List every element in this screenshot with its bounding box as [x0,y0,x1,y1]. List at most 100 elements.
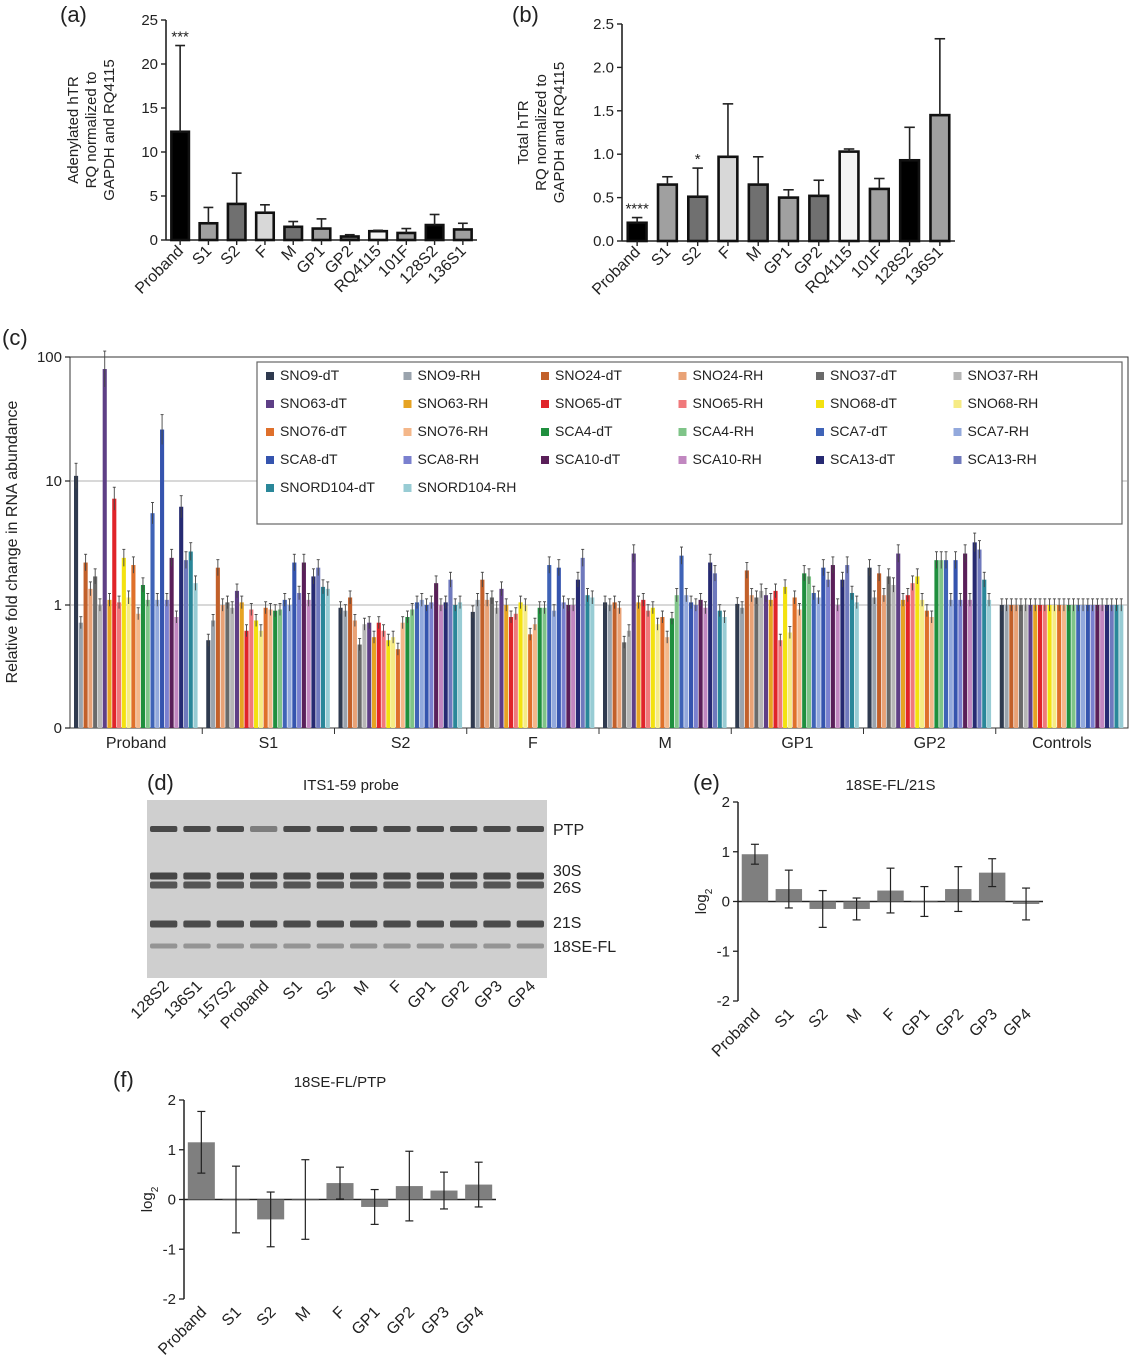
x-tick-label-e-M: M [844,1006,865,1027]
gel-band-d-128S2-PTP [150,826,178,832]
bar-c-GP1-SNO65-dT [773,590,778,728]
bar-c-GP2-SCA4-RH [939,560,944,728]
bar-c-S2-SNO76-dT [395,649,400,728]
legend-swatch-c-SNO76-RH [403,428,412,436]
gel-band-d-GP1-PTP [416,826,444,832]
y-axis-label-b: GAPDH and RQ4115 [551,62,568,203]
bar-c-S1-SNO37-RH [230,607,235,728]
bar-c-F-SCA7-RH [551,610,557,728]
bar-c-S1-SCA4-RH [277,609,283,728]
bar-c-Controls-SCA7-dT [1076,605,1081,728]
gel-band-d-F-30S [383,872,411,880]
bar-a-S2 [226,202,247,242]
legend-swatch-c-SCA10-RH [678,456,687,464]
y-tick-label-f: 2 [168,1092,176,1109]
bar-c-M-SCA8-RH [693,605,698,728]
bar-c-Proband-SNO9-RH [78,622,83,728]
gel-band-d-S1-30S [283,872,311,880]
legend-swatch-c-SNO24-RH [678,372,687,380]
bar-c-S1-SNO24-dT [215,567,220,728]
bar-c-GP1-SCA13-RH [845,565,850,728]
bar-b-RQ4115 [838,150,860,243]
y-axis-label-c: Relative fold change in RNA abundance [4,400,21,683]
bar-c-M-SNORD104-dT [717,610,722,728]
bar-c-Proband-SNO65-RH [117,602,122,728]
legend-label-c-SNO68-dT: SNO68-dT [830,395,897,411]
bar-c-F-SCA7-dT [547,565,552,728]
group-label-c-Controls: Controls [1032,735,1092,752]
bar-c-S1-SCA13-RH [316,567,321,728]
bar-c-Proband-SNO24-dT [83,562,88,728]
legend-label-c-SNO68-RH: SNO68-RH [968,395,1039,411]
bar-c-Controls-SNO37-dT [1018,605,1023,728]
bar-c-M-SNO9-RH [607,605,612,728]
gel-band-d-136S1-18SE-FL [183,943,211,949]
bar-b-M [747,183,769,243]
bar-a-GP2 [339,235,360,242]
lane-label-d-GP3: GP3 [471,978,506,1013]
bar-b-S1 [656,183,679,243]
legend-label-c-SNO63-RH: SNO63-RH [418,395,489,411]
lane-label-d-GP2: GP2 [438,978,473,1013]
gel-band-d-GP3-PTP [483,826,511,832]
bar-c-M-SNO63-dT [631,553,636,728]
bar-a-M [283,225,304,242]
legend-label-c-SNORD104-dT: SNORD104-dT [280,479,375,495]
bar-c-S2-SCA8-dT [424,605,429,728]
bar-b-136S1 [929,113,951,243]
legend-label-c-SNO37-RH: SNO37-RH [968,367,1039,383]
bar-c-GP1-SNO24-RH [749,595,754,728]
bar-c-GP1-SNO76-dT [792,597,797,728]
bar-c-F-SNO76-dT [528,634,533,728]
bar-c-M-SNO65-dT [641,599,646,728]
gel-band-d-157S2-26S [216,881,244,889]
gel-band-d-157S2-18SE-FL [216,943,244,949]
x-tick-label-a-GP1: GP1 [294,243,329,278]
bar-c-GP2-SCA13-dT [972,542,977,728]
bar-c-S1-SNO37-dT [225,602,230,728]
x-tick-label-f-GP1: GP1 [349,1304,384,1339]
panel-label-e: (e) [693,770,720,795]
bar-c-S2-SNO24-RH [352,620,357,728]
legend-label-c-SNO9-RH: SNO9-RH [418,367,481,383]
bar-c-S1-SNO65-dT [244,630,249,728]
bar-c-S2-SNORD104-dT [453,605,458,728]
x-tick-label-a-S2: S2 [218,243,244,269]
x-tick-label-e-GP2: GP2 [932,1006,967,1041]
bar-c-Controls-SNO24-dT [1009,605,1014,728]
legend-label-c-SCA8-dT: SCA8-dT [280,451,338,467]
bar-c-F-SCA8-RH [561,602,566,728]
bar-c-Proband-SNO63-RH [107,599,112,728]
legend-swatch-c-SNO76-dT [266,428,274,436]
gel-band-d-GP2-18SE-FL [450,943,478,949]
group-label-c-M: M [658,735,671,752]
gel-band-d-GP3-21S [483,920,511,928]
bar-c-M-SNO37-RH [626,630,632,728]
y-tick-label-b: 2.0 [593,59,614,76]
bar-c-S1-SNO9-RH [211,620,216,728]
bar-a-Proband [170,130,191,242]
gel-band-d-S1-21S [283,920,311,928]
y-tick-label-a: 10 [141,144,158,161]
legend-label-c-SCA8-RH: SCA8-RH [418,451,479,467]
bar-c-Controls-SNO76-dT [1057,605,1062,728]
y-axis-label-a: Adenylated hTR [65,76,82,184]
gel-band-d-128S2-26S [150,881,178,889]
bar-c-GP2-SNO37-RH [891,584,896,728]
bar-c-F-SNO68-dT [518,602,523,728]
x-tick-label-f-S2: S2 [254,1304,280,1330]
legend-label-c-SCA10-dT: SCA10-dT [555,451,621,467]
gel-band-d-128S2-30S [150,872,178,880]
x-tick-label-a-Proband: Proband [132,243,187,298]
bar-c-F-SNO65-RH [513,613,518,728]
bar-c-GP2-SNO68-RH [920,599,925,728]
y-tick-label-c: 10 [45,473,62,490]
bar-b-S2 [686,195,709,243]
gel-band-d-M-PTP [350,826,378,832]
bar-c-Proband-SNORD104-dT [188,551,193,728]
legend-label-c-SCA4-dT: SCA4-dT [555,423,613,439]
x-tick-label-b-S1: S1 [648,244,674,270]
legend-swatch-c-SNO68-RH [953,400,962,408]
bar-c-Proband-SCA4-dT [140,584,146,728]
bar-c-S2-SCA10-dT [434,583,439,728]
